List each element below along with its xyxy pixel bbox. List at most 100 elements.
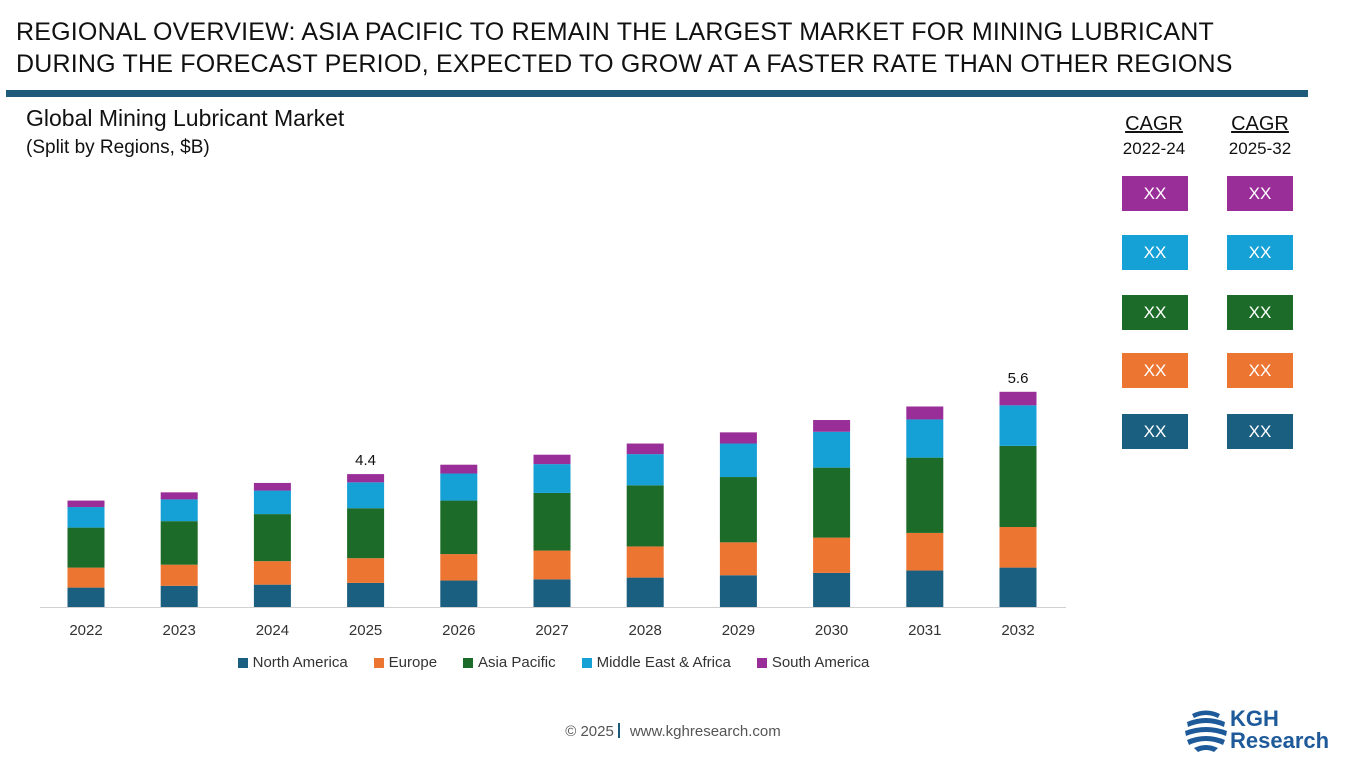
stacked-bar-chart: 2022 2023 2024 2025 4.4 2026 2027 2028 2029 2030 2…	[40, 370, 1066, 639]
globe-icon	[1185, 710, 1227, 752]
headline: REGIONAL OVERVIEW: ASIA PACIFIC TO REMAI…	[16, 16, 1316, 80]
x-tick-label: 2022	[69, 622, 102, 639]
cagr-title: CAGR	[1231, 113, 1289, 135]
bar-segment	[813, 572, 851, 607]
bar-segment	[813, 431, 851, 468]
bar-segment	[719, 443, 757, 478]
cagr-value-box: XX	[1122, 176, 1188, 211]
bar-segment	[440, 580, 478, 607]
cagr-value-box: XX	[1122, 353, 1188, 388]
bar-segment	[440, 500, 478, 555]
legend-swatch	[373, 657, 384, 668]
bar-segment	[906, 419, 944, 458]
bar-segment	[906, 532, 944, 571]
bar-segment	[906, 457, 944, 533]
header-divider	[6, 90, 1308, 97]
bar-segment	[253, 482, 291, 491]
bar-segment	[347, 582, 385, 607]
bar-segment	[719, 575, 757, 607]
x-tick-label: 2032	[1001, 622, 1034, 639]
bar-segment	[719, 542, 757, 576]
kgh-research-logo: KGH Research	[1184, 706, 1344, 756]
legend-swatch	[581, 657, 592, 668]
bar-segment	[906, 570, 944, 607]
bar-segment	[626, 577, 664, 607]
legend-label: Europe	[388, 654, 438, 671]
x-tick-label: 2029	[722, 622, 755, 639]
cagr-value-box: XX	[1227, 295, 1293, 330]
x-tick-label: 2027	[535, 622, 568, 639]
cagr-value-box: XX	[1122, 295, 1188, 330]
cagr-value-box: XX	[1122, 235, 1188, 270]
cagr-value-box: XX	[1227, 414, 1293, 449]
legend-item: South America	[756, 654, 870, 671]
bar-segment	[533, 550, 571, 580]
bar-segment	[626, 546, 664, 578]
bar-segment	[440, 464, 478, 474]
bar-segment	[253, 584, 291, 607]
copyright-text: © 2025	[565, 723, 614, 740]
bar-segment	[999, 391, 1037, 406]
footer: © 2025 www.kghresearch.com	[0, 723, 1346, 740]
bar-segment	[999, 567, 1037, 607]
bar-segment	[999, 445, 1037, 528]
bar-segment	[253, 514, 291, 562]
bar-segment	[719, 432, 757, 444]
bar-segment	[813, 537, 851, 573]
logo-line-1: KGH	[1230, 706, 1279, 731]
cagr-period: 2022-24	[1122, 139, 1186, 158]
cagr-title: CAGR	[1125, 113, 1183, 135]
logo-text: KGH Research	[1230, 708, 1329, 752]
bar-segment	[440, 473, 478, 501]
cagr-value-box: XX	[1227, 235, 1293, 270]
bar-segment	[906, 406, 944, 420]
bar-segment	[626, 454, 664, 486]
headline-line-2: DURING THE FORECAST PERIOD, EXPECTED TO …	[16, 50, 1233, 78]
bar-segment	[626, 485, 664, 547]
legend-swatch	[237, 657, 248, 668]
x-tick-label: 2025	[349, 622, 382, 639]
bar-segment	[813, 420, 851, 432]
cagr-value-box: XX	[1227, 353, 1293, 388]
legend-item: Middle East & Africa	[581, 654, 731, 671]
bar-segment	[440, 554, 478, 581]
cagr-period: 2025-32	[1228, 139, 1292, 158]
legend-label: South America	[771, 654, 870, 671]
bar-segment	[67, 527, 105, 568]
bar-segment	[67, 500, 105, 508]
chart-title: Global Mining Lubricant Market	[26, 105, 345, 131]
bar-segment	[67, 507, 105, 528]
bar-segment	[67, 567, 105, 588]
legend-item: Europe	[373, 654, 438, 671]
bar-segment	[160, 492, 198, 500]
bar-segment	[533, 464, 571, 493]
bar-segment	[813, 467, 851, 538]
legend-swatch	[463, 657, 474, 668]
bar-segment	[999, 405, 1037, 446]
bar-segment	[533, 454, 571, 465]
bar-segment	[160, 521, 198, 565]
bar-segment	[67, 587, 105, 607]
legend-item: North America	[237, 654, 348, 671]
x-tick-label: 2028	[629, 622, 662, 639]
cagr-column-header: CAGR 2022-24	[1109, 112, 1199, 162]
x-tick-label: 2024	[256, 622, 289, 639]
chart-subtitle: (Split by Regions, $B)	[26, 137, 210, 158]
x-tick-label: 2030	[815, 622, 848, 639]
logo-line-2: Research	[1230, 728, 1330, 753]
bar-segment	[253, 561, 291, 585]
website-link[interactable]: www.kghresearch.com	[629, 723, 781, 740]
legend-label: North America	[252, 654, 348, 671]
bar-segment	[253, 490, 291, 515]
bar-segment	[347, 474, 385, 483]
bar-segment	[160, 564, 198, 586]
cagr-value-box: XX	[1122, 414, 1188, 449]
footer-separator	[617, 723, 620, 738]
cagr-value-box: XX	[1227, 176, 1293, 211]
bar-segment	[999, 527, 1037, 568]
legend-label: Asia Pacific	[478, 654, 556, 671]
bar-segment	[347, 558, 385, 583]
cagr-column-header: CAGR 2025-32	[1215, 112, 1305, 162]
bar-segment	[626, 443, 664, 455]
bar-segment	[160, 499, 198, 522]
